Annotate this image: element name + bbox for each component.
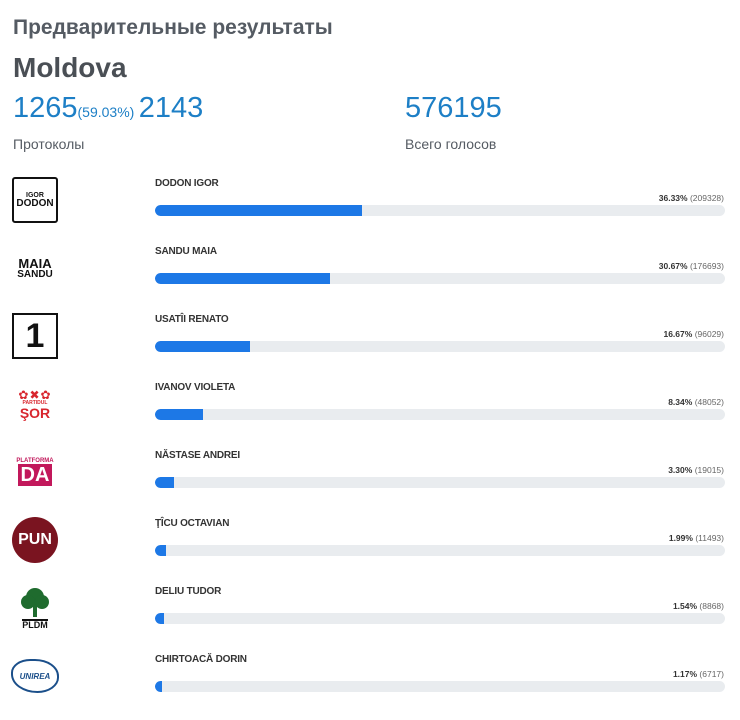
- progress-bar: [155, 477, 725, 488]
- unirea-map-logo-icon: UNIREA: [11, 652, 59, 700]
- candidate-percent: 36.33%: [658, 193, 688, 203]
- candidate-name: DELIU TUDOR: [155, 586, 222, 597]
- candidate-result: 8.34% (48052): [668, 397, 724, 407]
- candidate-votes: (209328): [689, 193, 724, 203]
- candidate-result: 3.30% (19015): [668, 465, 724, 475]
- protocols-label: Протоколы: [13, 136, 85, 152]
- candidate-percent: 8.34%: [668, 397, 693, 407]
- candidate-percent: 3.30%: [668, 465, 693, 475]
- logo-text: IGOR: [26, 191, 44, 199]
- flower-icon: ✿✖✿: [18, 387, 52, 402]
- candidate-votes: (6717): [699, 669, 724, 679]
- country-title: Moldova: [13, 52, 127, 83]
- logo-text: PUN: [18, 531, 52, 548]
- logo-text: DODON: [16, 197, 54, 209]
- logo-text: PARTIDUL: [22, 399, 48, 406]
- candidate-row: MAIA SANDU SANDU MAIA 30.67% (176693): [0, 244, 740, 312]
- candidate-result: 1.99% (11493): [669, 533, 724, 543]
- votes-total: 576195: [405, 92, 502, 124]
- progress-fill: [155, 409, 203, 420]
- candidate-percent: 1.17%: [672, 669, 698, 679]
- candidate-name: CHIRTOACĂ DORIN: [155, 654, 247, 665]
- pldm-tree-logo-icon: PLDM: [11, 584, 59, 632]
- candidate-name: DODON IGOR: [155, 178, 219, 189]
- candidate-percent: 1.54%: [672, 601, 698, 611]
- candidate-name: ŢÎCU OCTAVIAN: [155, 518, 230, 529]
- candidate-row: PUN ŢÎCU OCTAVIAN 1.99% (11493): [0, 516, 740, 584]
- candidate-result: 30.67% (176693): [659, 261, 724, 271]
- number-one-logo-icon: 1: [11, 312, 59, 360]
- progress-fill: [155, 205, 363, 216]
- logo-text: PLATFORMA: [16, 458, 54, 464]
- logo-text: DA: [17, 464, 53, 486]
- votes-label: Всего голосов: [405, 136, 497, 152]
- candidate-result: 1.17% (6717): [673, 669, 724, 679]
- candidate-name: USATÎI RENATO: [155, 314, 229, 325]
- protocols-total: 2143: [138, 92, 204, 124]
- progress-bar: [155, 409, 725, 420]
- candidate-row: 1 USATÎI RENATO 16.67% (96029): [0, 312, 740, 380]
- logo-text: MAIA: [18, 255, 52, 271]
- candidate-percent: 1.99%: [668, 533, 693, 543]
- igor-dodon-logo-icon: IGOR DODON: [11, 176, 59, 224]
- progress-fill: [155, 545, 167, 556]
- candidate-votes: (176693): [689, 261, 724, 271]
- pun-logo-icon: PUN: [11, 516, 59, 564]
- candidate-row: IGOR DODON DODON IGOR 36.33% (209328): [0, 176, 740, 244]
- progress-fill: [155, 273, 330, 284]
- progress-fill: [155, 477, 174, 488]
- candidate-row: PLDM DELIU TUDOR 1.54% (8868): [0, 584, 740, 652]
- progress-bar: [155, 613, 725, 624]
- logo-text: ŞOR: [19, 404, 51, 421]
- candidate-name: NĂSTASE ANDREI: [155, 450, 240, 461]
- progress-fill: [155, 341, 251, 352]
- protocols-percent: (59.03%): [77, 104, 135, 120]
- progress-bar: [155, 273, 725, 284]
- tree-icon: [21, 587, 49, 617]
- candidate-votes: (8868): [699, 601, 724, 611]
- candidate-result: 1.54% (8868): [673, 601, 724, 611]
- candidate-row: ✿✖✿ PARTIDUL ŞOR IVANOV VIOLETA 8.34% (4…: [0, 380, 740, 448]
- partidul-sor-logo-icon: ✿✖✿ PARTIDUL ŞOR: [11, 380, 59, 428]
- logo-text: SANDU: [17, 268, 53, 280]
- candidate-result: 16.67% (96029): [663, 329, 724, 339]
- progress-bar: [155, 341, 725, 352]
- progress-bar: [155, 545, 725, 556]
- logo-text: 1: [25, 317, 45, 355]
- platforma-da-logo-icon: PLATFORMA DA: [11, 448, 59, 496]
- candidate-result: 36.33% (209328): [659, 193, 724, 203]
- stats-block: 1265(59.03%) 2143 Протоколы 576195 Всего…: [13, 92, 733, 152]
- candidate-votes: (19015): [694, 465, 724, 475]
- candidate-row: PLATFORMA DA NĂSTASE ANDREI 3.30% (19015…: [0, 448, 740, 516]
- candidate-name: IVANOV VIOLETA: [155, 382, 236, 393]
- candidate-percent: 30.67%: [658, 261, 688, 271]
- progress-bar: [155, 681, 725, 692]
- candidate-row: UNIREA CHIRTOACĂ DORIN 1.17% (6717): [0, 652, 740, 720]
- logo-text: PLDM: [22, 618, 48, 630]
- candidate-name: SANDU MAIA: [155, 246, 217, 257]
- protocols-counter: 1265(59.03%) 2143: [13, 92, 203, 125]
- candidate-votes: (48052): [694, 397, 724, 407]
- protocols-counted: 1265: [13, 92, 78, 124]
- candidate-votes: (96029): [694, 329, 724, 339]
- progress-fill: [155, 681, 162, 692]
- maia-sandu-logo-icon: MAIA SANDU: [11, 244, 59, 292]
- page-title: Предварительные результаты: [13, 16, 333, 39]
- candidate-votes: (11493): [695, 533, 724, 543]
- candidate-percent: 16.67%: [663, 329, 693, 339]
- progress-bar: [155, 205, 725, 216]
- logo-text: UNIREA: [19, 671, 51, 681]
- progress-fill: [155, 613, 164, 624]
